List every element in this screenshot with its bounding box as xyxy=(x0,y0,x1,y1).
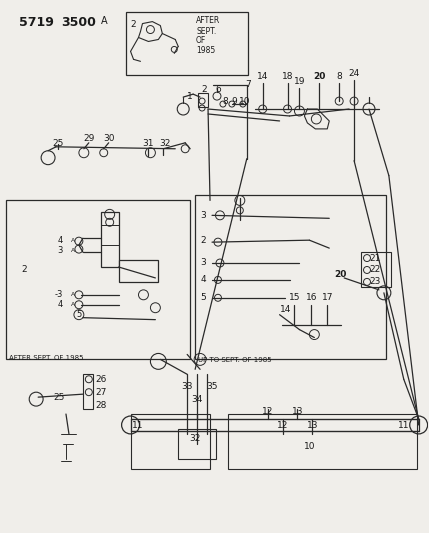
Text: 14: 14 xyxy=(257,72,269,80)
Text: 10: 10 xyxy=(304,442,315,451)
Text: AFTER SEPT. OF 1985: AFTER SEPT. OF 1985 xyxy=(9,356,84,361)
Text: A: A xyxy=(71,248,75,253)
Text: 4: 4 xyxy=(58,236,63,245)
Text: 4: 4 xyxy=(58,300,63,309)
Text: 10: 10 xyxy=(239,96,251,106)
Text: 20: 20 xyxy=(313,72,326,80)
Text: A: A xyxy=(71,302,75,307)
Text: 13: 13 xyxy=(292,407,303,416)
Text: 7: 7 xyxy=(245,80,251,88)
Text: 6: 6 xyxy=(215,85,221,94)
Text: SEPT.: SEPT. xyxy=(196,27,216,36)
Text: 31: 31 xyxy=(143,139,154,148)
Text: 5: 5 xyxy=(76,310,81,319)
Text: 3500: 3500 xyxy=(61,15,96,29)
Text: 15: 15 xyxy=(289,293,300,302)
Text: 25: 25 xyxy=(52,139,64,148)
Bar xyxy=(228,414,417,469)
Text: 14: 14 xyxy=(280,305,291,314)
Text: A: A xyxy=(101,15,107,26)
Text: 5719: 5719 xyxy=(19,15,54,29)
Text: 33: 33 xyxy=(181,382,193,391)
Text: 25: 25 xyxy=(53,393,64,402)
Text: 29: 29 xyxy=(83,134,94,143)
Text: 5: 5 xyxy=(200,293,206,302)
Text: 8: 8 xyxy=(222,96,228,106)
Text: 18: 18 xyxy=(282,72,293,80)
Bar xyxy=(198,93,208,107)
Bar xyxy=(361,252,391,287)
Text: 32: 32 xyxy=(190,434,201,443)
Text: 17: 17 xyxy=(321,293,333,302)
Text: 1985: 1985 xyxy=(196,46,215,55)
Text: 3: 3 xyxy=(57,246,63,255)
Text: 12: 12 xyxy=(262,407,273,416)
Text: 3: 3 xyxy=(200,257,206,266)
Text: 2: 2 xyxy=(130,20,136,29)
Bar xyxy=(6,200,190,359)
Text: A: A xyxy=(71,292,75,297)
Text: 2: 2 xyxy=(200,236,206,245)
Text: 34: 34 xyxy=(191,394,203,403)
Text: 11: 11 xyxy=(398,422,410,431)
Text: -3: -3 xyxy=(54,290,63,300)
Text: 16: 16 xyxy=(305,293,317,302)
Text: 27: 27 xyxy=(96,387,107,397)
Text: AFTER: AFTER xyxy=(196,15,221,25)
Bar xyxy=(83,374,93,409)
Text: 11: 11 xyxy=(132,422,143,431)
Text: 13: 13 xyxy=(307,422,318,431)
Bar xyxy=(126,12,248,75)
Text: 4: 4 xyxy=(200,276,206,285)
Bar xyxy=(195,196,386,359)
Bar xyxy=(119,260,158,282)
Text: 23: 23 xyxy=(369,277,381,286)
Text: 28: 28 xyxy=(96,401,107,409)
Text: A: A xyxy=(71,238,75,243)
Text: UP TO SEPT. OF 1985: UP TO SEPT. OF 1985 xyxy=(198,358,272,364)
Bar xyxy=(178,429,216,459)
Text: 21: 21 xyxy=(369,254,381,263)
Text: 1: 1 xyxy=(187,92,193,101)
Text: 19: 19 xyxy=(294,77,305,86)
Text: 24: 24 xyxy=(348,69,360,78)
Text: 26: 26 xyxy=(96,375,107,384)
Text: 22: 22 xyxy=(369,265,380,274)
Text: 32: 32 xyxy=(160,139,171,148)
Text: OF: OF xyxy=(196,36,206,45)
Text: 12: 12 xyxy=(277,422,288,431)
Text: 2: 2 xyxy=(201,85,207,94)
Text: 2: 2 xyxy=(21,265,27,274)
Text: 8: 8 xyxy=(336,72,342,80)
Text: 3: 3 xyxy=(200,211,206,220)
Text: 35: 35 xyxy=(206,382,218,391)
Text: 30: 30 xyxy=(103,134,115,143)
Text: 9: 9 xyxy=(231,96,237,106)
Text: 20: 20 xyxy=(334,270,347,279)
Bar xyxy=(130,414,210,469)
Bar xyxy=(101,212,119,267)
